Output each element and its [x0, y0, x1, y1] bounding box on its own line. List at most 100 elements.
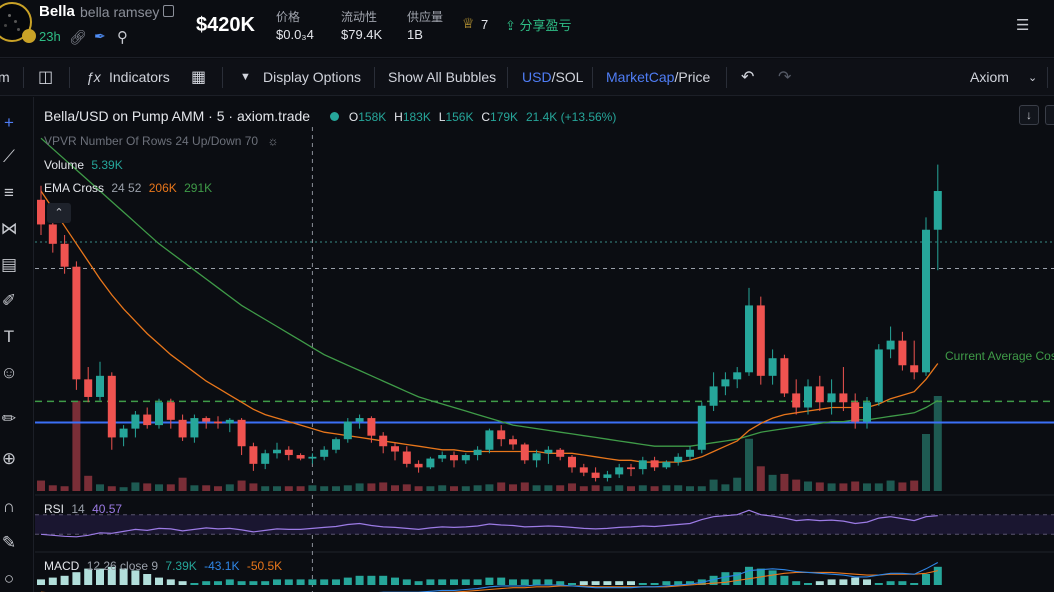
volume-bar [839, 483, 848, 491]
show-all-bubbles-button[interactable]: Show All Bubbles [388, 69, 497, 85]
mode-marketcap[interactable]: MarketCap [606, 69, 675, 85]
volume-bar [426, 486, 435, 491]
magnet-icon[interactable]: ∩ [2, 497, 16, 516]
price-value: $0.0₃4 [276, 27, 314, 42]
indicators-button[interactable]: Indicators [109, 69, 170, 85]
feather-icon[interactable]: ✒ [94, 28, 106, 44]
mode-toggle[interactable]: MarketCap/Price [606, 69, 710, 85]
volume-bar [320, 486, 329, 491]
macd-histogram-bar [37, 579, 45, 585]
volume-bar [37, 480, 45, 491]
mode-price[interactable]: Price [678, 69, 711, 85]
pattern-tool-icon[interactable]: ⋈ [0, 219, 18, 238]
candle-body [155, 402, 163, 426]
ruler-icon[interactable]: ✏ [1, 409, 17, 428]
macd-legend: MACD 12 26 close 9 7.39K -43.1K -50.5K [44, 559, 282, 573]
macd-histogram-bar [473, 579, 482, 585]
scroll-down-button[interactable]: ↓ [1019, 105, 1039, 125]
macd-histogram-bar [296, 579, 305, 585]
chart-area[interactable]: Bella/USD on Pump AMM · 5 · axiom.trade … [35, 97, 1054, 592]
volume-bar [391, 485, 399, 491]
macd-histogram-bar [60, 575, 69, 585]
macd-histogram-bar [249, 581, 258, 585]
candle-body [497, 430, 506, 440]
rsi-line [40, 509, 938, 538]
candle-body [391, 446, 399, 452]
volume-bar [296, 486, 305, 491]
macd-histogram-bar [768, 570, 777, 585]
volume-bar [166, 484, 175, 491]
rsi-band [35, 514, 1054, 535]
volume-bar [686, 486, 694, 491]
holders-count: 7 [481, 17, 489, 32]
trend-line-icon[interactable]: ⟋ [3, 147, 15, 166]
volume-bar [343, 485, 352, 491]
currency-toggle[interactable]: USD/SOL [522, 69, 583, 85]
macd-histogram-bar [48, 577, 57, 585]
chart-settings-button[interactable] [1045, 105, 1054, 125]
candle-body [438, 455, 447, 459]
candle-body [780, 358, 789, 394]
macd-histogram-bar [556, 581, 565, 585]
volume-bar [815, 482, 824, 491]
macd-histogram-bar [662, 581, 671, 585]
link-icon[interactable]: 🔗︎ [69, 29, 87, 45]
candle-body [544, 449, 553, 454]
volume-bar [650, 486, 659, 491]
candle-body [202, 418, 211, 422]
volume-bar [60, 486, 69, 491]
candle-body [556, 449, 565, 457]
volume-bar [438, 485, 447, 491]
chevron-down-icon[interactable]: ⌄ [1028, 72, 1038, 84]
fib-tool-icon[interactable]: ▤ [0, 255, 18, 274]
volume-legend: Volume 5.39K [44, 158, 123, 172]
copy-icon[interactable] [163, 5, 174, 17]
search-icon[interactable]: ⚲ [117, 29, 128, 46]
volume-bar [520, 482, 529, 491]
candle-body [933, 191, 942, 230]
text-tool-icon[interactable]: T [3, 327, 15, 346]
candle-body [308, 456, 317, 459]
macd-histogram-bar [615, 581, 624, 585]
redo-icon[interactable]: ↷ [778, 69, 792, 86]
emoji-icon[interactable]: ☺ [0, 363, 18, 382]
candle-body [804, 386, 812, 408]
candle-type-icon[interactable]: ◫ [38, 69, 54, 86]
volume-bar [756, 466, 765, 491]
zoom-in-icon[interactable]: ⊕ [1, 449, 17, 468]
undo-icon[interactable]: ↶ [741, 69, 755, 86]
macd-histogram-bar [414, 581, 423, 585]
candle-body [638, 460, 647, 470]
candle-body [910, 365, 919, 373]
collapse-legend-button[interactable]: ⌃ [47, 203, 71, 223]
currency-usd[interactable]: USD [522, 69, 552, 85]
lock-icon[interactable]: ○ [3, 569, 15, 588]
macd-line [378, 562, 939, 592]
macd-histogram-bar [367, 575, 376, 585]
candle-body [379, 435, 388, 447]
macd-histogram-bar [851, 577, 860, 585]
crosshair-icon[interactable]: + [4, 113, 14, 132]
candle-body [686, 449, 694, 457]
macd-histogram-bar [166, 579, 175, 585]
share-pnl-button[interactable]: ⇪ 分享盈亏 [505, 15, 572, 34]
macd-histogram-bar [391, 577, 399, 585]
brush-icon[interactable]: ✐ [1, 291, 17, 310]
eye-off-icon[interactable]: ☼ [267, 134, 279, 148]
candle-body [591, 472, 600, 478]
token-avatar[interactable] [0, 2, 32, 42]
display-options-button[interactable]: Display Options [263, 69, 362, 85]
menu-list-icon[interactable]: ☰ [1016, 17, 1030, 34]
interval-button[interactable]: m [0, 69, 10, 85]
candlestick-chart[interactable] [35, 97, 1054, 592]
supply-value: 1B [407, 27, 423, 42]
axiom-menu-button[interactable]: Axiom [970, 69, 1009, 85]
layout-grid-icon[interactable]: ▦ [191, 69, 207, 86]
currency-sol[interactable]: SOL [555, 69, 584, 85]
toolbar-divider [1047, 67, 1048, 88]
volume-bar [544, 485, 553, 491]
macd-histogram-bar [627, 581, 635, 585]
horizontal-lines-icon[interactable]: ≡ [4, 183, 14, 202]
lock-drawings-icon[interactable]: ✎ [1, 533, 17, 552]
candle-body [131, 414, 140, 429]
